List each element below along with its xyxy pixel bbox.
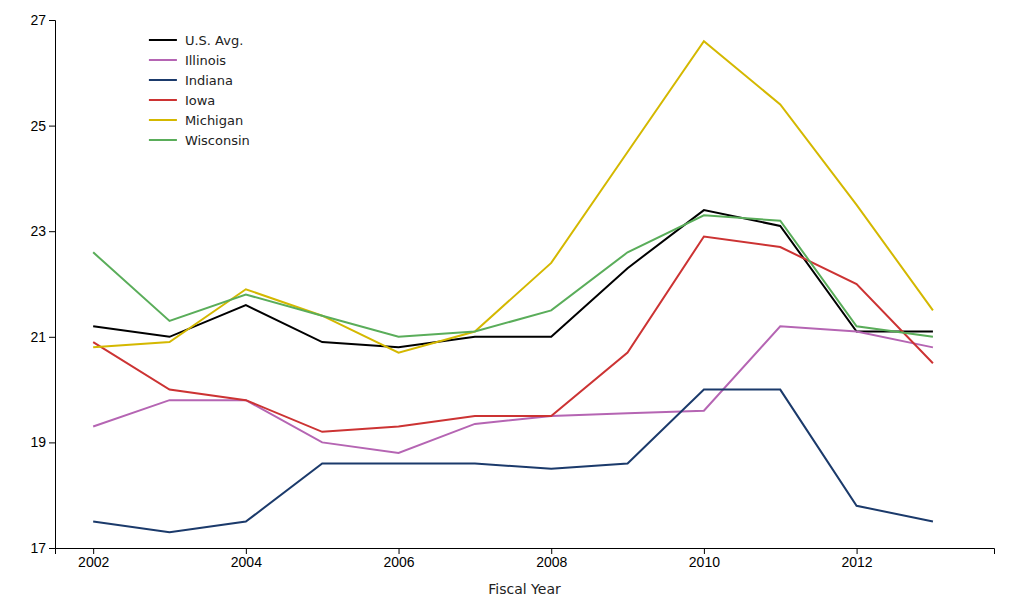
x-axis: 2002 2004 2006 2008 2010 2012	[56, 548, 995, 570]
x-tick-label: 2004	[231, 554, 262, 570]
legend-swatch	[149, 79, 177, 81]
plot: 2002 2004 2006 2008 2010 2012 17 19 21 23 25 27 U.S.…	[30, 12, 994, 570]
series-line	[93, 390, 933, 533]
legend-swatch	[149, 59, 177, 61]
legend-item: Illinois	[149, 53, 226, 68]
x-tick-label: 2002	[78, 554, 109, 570]
legend-label: Illinois	[185, 53, 226, 68]
legend-item: Wisconsin	[149, 133, 250, 148]
series-line	[93, 215, 933, 336]
y-tick-mark	[49, 20, 55, 21]
y-tick: 21	[30, 329, 55, 345]
y-tick: 17	[30, 540, 55, 556]
x-tick: 2006	[383, 548, 414, 570]
y-tick: 27	[30, 12, 55, 28]
legend-item: U.S. Avg.	[149, 33, 243, 48]
y-tick: 25	[30, 118, 55, 134]
y-tick: 23	[30, 223, 55, 239]
y-tick-mark	[49, 126, 55, 127]
x-tick-label: 2012	[842, 554, 873, 570]
y-tick-label: 25	[30, 118, 46, 134]
legend-label: Michigan	[185, 113, 243, 128]
legend-label: Indiana	[185, 73, 233, 88]
y-tick: 19	[30, 434, 55, 450]
x-tick: 2002	[78, 548, 109, 570]
x-tick: 2004	[231, 548, 262, 570]
x-axis-title: Fiscal Year	[488, 581, 561, 597]
series-line	[93, 41, 933, 353]
legend-item: Michigan	[149, 113, 243, 128]
y-tick-mark	[49, 231, 55, 232]
x-tick: 2008	[536, 548, 567, 570]
legend-label: Wisconsin	[185, 133, 250, 148]
legend-swatch	[149, 99, 177, 101]
legend-swatch	[149, 119, 177, 121]
series-line	[93, 326, 933, 453]
y-tick-label: 21	[30, 329, 46, 345]
legend-item: Indiana	[149, 73, 233, 88]
chart: 2002 2004 2006 2008 2010 2012 17 19 21 23 25 27 U.S.…	[0, 0, 1024, 608]
y-axis-line	[49, 21, 56, 549]
y-tick-label: 27	[30, 12, 46, 28]
y-tick-mark	[49, 548, 55, 549]
y-tick-mark	[49, 442, 55, 443]
y-tick-mark	[49, 337, 55, 338]
legend-label: U.S. Avg.	[185, 33, 243, 48]
y-tick-label: 17	[30, 540, 46, 556]
lines	[93, 41, 933, 532]
x-tick-label: 2010	[689, 554, 720, 570]
legend-item: Iowa	[149, 93, 215, 108]
legend-label: Iowa	[185, 93, 215, 108]
legend-swatch	[149, 39, 177, 41]
x-tick-label: 2006	[383, 554, 414, 570]
x-tick: 2012	[842, 548, 873, 570]
x-tick: 2010	[689, 548, 720, 570]
y-tick-label: 23	[30, 223, 46, 239]
legend: U.S. Avg. Illinois Indiana Iowa Michigan Wisc…	[149, 33, 250, 148]
y-axis: 17 19 21 23 25 27	[30, 12, 55, 556]
legend-swatch	[149, 139, 177, 141]
y-tick-label: 19	[30, 434, 46, 450]
series-line	[93, 236, 933, 431]
series-line	[93, 210, 933, 347]
x-tick-label: 2008	[536, 554, 567, 570]
